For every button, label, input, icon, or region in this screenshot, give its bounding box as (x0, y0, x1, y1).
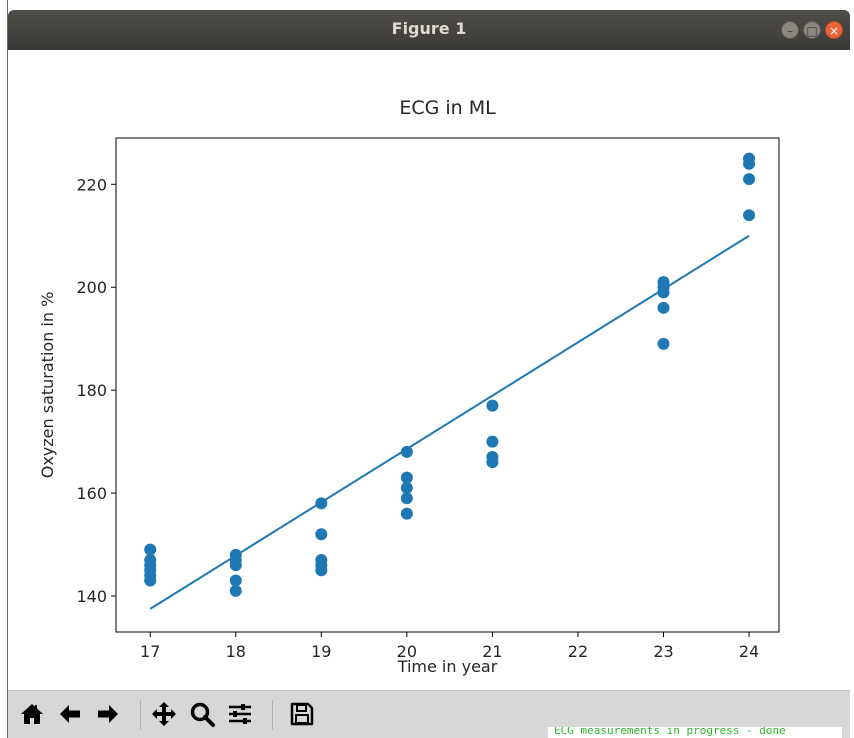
scatter-point (315, 553, 328, 566)
scatter-point (486, 451, 499, 464)
x-tick-label: 21 (482, 642, 502, 661)
configure-subplots-button[interactable] (224, 698, 256, 730)
scatter-point (400, 471, 413, 484)
save-icon (290, 702, 314, 726)
x-axis-label: Time in year (397, 657, 498, 676)
toolbar-separator (140, 700, 141, 730)
y-tick-label: 220 (76, 175, 107, 194)
scatter-point (743, 173, 756, 186)
plot-canvas[interactable]: ECG in ML 140 160 180 200 220 17 18 19 20 21 22 23… (8, 50, 850, 690)
x-axis: 17 18 19 20 21 22 23 24 (140, 632, 759, 661)
pan-button[interactable] (148, 698, 180, 730)
window-title: Figure 1 (391, 19, 467, 38)
pan-icon (152, 702, 176, 726)
forward-button[interactable] (92, 698, 124, 730)
y-axis-label: Oxyzen saturation in % (38, 292, 57, 479)
y-tick-label: 140 (76, 587, 107, 606)
navigation-toolbar (8, 690, 850, 738)
scatter-chart: ECG in ML 140 160 180 200 220 17 18 19 20 21 22 23… (38, 97, 780, 676)
scatter-point (743, 209, 756, 222)
scatter-point (486, 435, 499, 448)
y-tick-label: 200 (76, 278, 107, 297)
save-button[interactable] (286, 698, 318, 730)
scatter-point (229, 584, 242, 597)
x-tick-label: 23 (653, 642, 673, 661)
background-terminal: ECG measurements in progress - done (548, 727, 842, 738)
scatter-point (144, 543, 157, 556)
zoom-icon (190, 702, 215, 727)
x-tick-label: 19 (311, 642, 331, 661)
scatter-point (400, 492, 413, 505)
x-tick-label: 24 (739, 642, 759, 661)
back-icon (60, 705, 80, 723)
figure-window: Figure 1 – □ × ECG in ML 140 160 180 200 220… (8, 10, 850, 738)
scatter-point (400, 445, 413, 458)
x-tick-label: 20 (397, 642, 417, 661)
x-tick-label: 18 (226, 642, 246, 661)
close-button[interactable]: × (825, 21, 843, 39)
maximize-button[interactable]: □ (803, 21, 821, 39)
scatter-point (315, 528, 328, 541)
scatter-point (144, 553, 157, 566)
data-points (144, 152, 756, 597)
title-bar[interactable]: Figure 1 – □ × (8, 10, 850, 50)
minimize-button[interactable]: – (781, 21, 799, 39)
x-tick-label: 22 (568, 642, 588, 661)
scatter-point (743, 152, 756, 165)
y-tick-label: 160 (76, 484, 107, 503)
scatter-point (657, 276, 670, 289)
scatter-point (486, 399, 499, 412)
y-tick-label: 180 (76, 381, 107, 400)
chart-title: ECG in ML (399, 97, 496, 119)
scatter-point (657, 337, 670, 350)
scatter-point (657, 301, 670, 314)
scatter-point (400, 507, 413, 520)
forward-icon (98, 705, 118, 723)
zoom-button[interactable] (186, 698, 218, 730)
home-icon (21, 704, 43, 724)
background-window-edge (0, 0, 8, 738)
regression-line (149, 234, 750, 610)
scatter-point (229, 574, 242, 587)
terminal-text: ECG measurements in progress - done (554, 727, 786, 737)
scatter-point (400, 481, 413, 494)
toolbar-separator (272, 700, 273, 730)
back-button[interactable] (54, 698, 86, 730)
x-tick-label: 17 (140, 642, 160, 661)
axes-frame (115, 137, 780, 633)
configure-subplots-icon (229, 704, 251, 724)
y-axis: 140 160 180 200 220 (76, 175, 116, 606)
home-button[interactable] (16, 698, 48, 730)
